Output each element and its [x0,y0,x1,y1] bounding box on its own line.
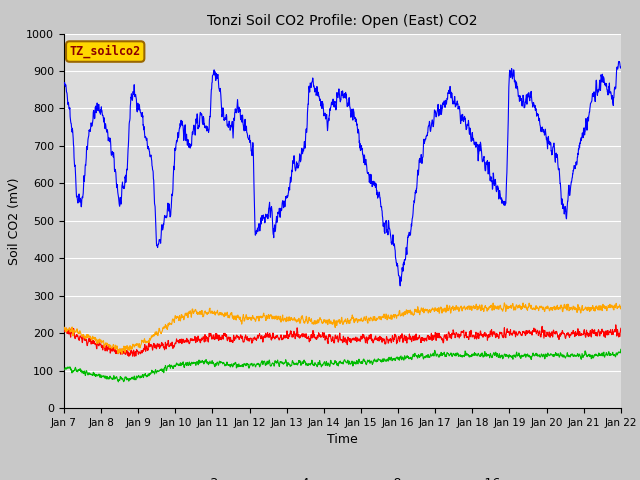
Legend: -2cm, -4cm, -8cm, -16cm: -2cm, -4cm, -8cm, -16cm [160,472,525,480]
Title: Tonzi Soil CO2 Profile: Open (East) CO2: Tonzi Soil CO2 Profile: Open (East) CO2 [207,14,477,28]
X-axis label: Time: Time [327,433,358,446]
Text: TZ_soilco2: TZ_soilco2 [70,45,141,58]
Y-axis label: Soil CO2 (mV): Soil CO2 (mV) [8,177,20,264]
